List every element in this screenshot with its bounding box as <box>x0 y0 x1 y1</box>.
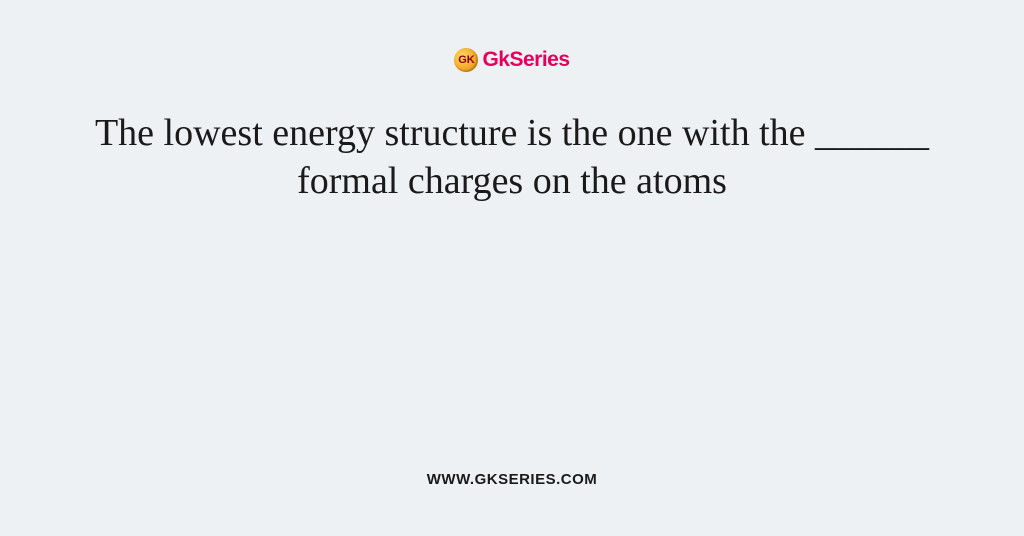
footer-url: WWW.GKSERIES.COM <box>427 471 598 488</box>
question-heading: The lowest energy structure is the one w… <box>52 110 972 205</box>
logo-brand-text: GkSeries <box>482 48 569 72</box>
brand-logo: GK GkSeries <box>454 48 569 72</box>
logo-prefix: Gk <box>482 48 509 71</box>
logo-badge-text: GK <box>458 54 475 66</box>
logo-badge-icon: GK <box>454 48 478 72</box>
logo-suffix: Series <box>509 48 569 71</box>
